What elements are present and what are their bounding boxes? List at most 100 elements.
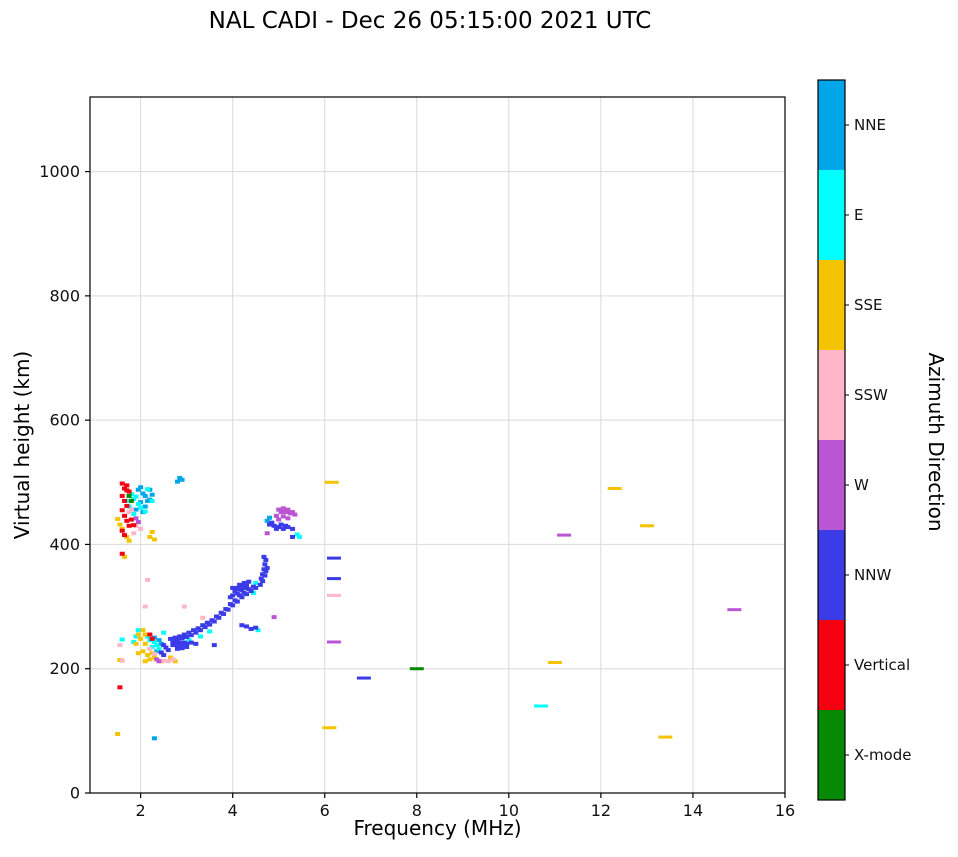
scatter-dash-SSE bbox=[658, 735, 673, 739]
scatter-point-NNW bbox=[267, 522, 273, 527]
scatter-point-SSW bbox=[126, 510, 132, 515]
colorbar-tick-label: SSE bbox=[854, 296, 883, 314]
x-axis-label: Frequency (MHz) bbox=[353, 816, 522, 840]
scatter-dash-E bbox=[534, 704, 549, 708]
scatter-point-NNW bbox=[161, 643, 167, 648]
scatter-point-NNW bbox=[263, 569, 269, 574]
scatter-point-SSE bbox=[142, 632, 148, 637]
scatter-point-SSE bbox=[149, 530, 155, 534]
scatter-point-SSE bbox=[142, 641, 148, 646]
axes-frame bbox=[89, 96, 786, 794]
colorbar-frame bbox=[817, 79, 846, 801]
scatter-point-NNW bbox=[161, 653, 167, 658]
scatter-point-NNW bbox=[174, 638, 180, 643]
scatter-point-SSE bbox=[135, 632, 141, 637]
scatter-point-V bbox=[122, 533, 128, 538]
scatter-point-V bbox=[126, 489, 132, 494]
scatter-point-V bbox=[124, 518, 130, 523]
scatter-point-NNW bbox=[261, 554, 267, 559]
scatter-point-E bbox=[154, 643, 160, 648]
scatter-dash-SSE bbox=[322, 726, 337, 730]
y-tick-label: 1000 bbox=[39, 162, 80, 181]
y-tick-label: 800 bbox=[49, 286, 80, 305]
x-tick-label: 16 bbox=[775, 801, 795, 820]
scatter-point-W bbox=[133, 516, 139, 521]
scatter-point-SSE bbox=[147, 534, 153, 539]
scatter-point-NNW bbox=[264, 566, 270, 571]
scatter-point-SSE bbox=[135, 651, 141, 656]
scatter-point-NNW bbox=[260, 579, 266, 584]
scatter-point-V bbox=[128, 517, 134, 522]
scatter-point-SSE bbox=[115, 731, 121, 736]
scatter-point-SSE bbox=[140, 649, 146, 654]
scatter-point-NNW bbox=[258, 576, 264, 581]
scatter-point-W bbox=[273, 513, 279, 518]
scatter-point-NNE bbox=[133, 507, 139, 512]
scatter-point-W bbox=[280, 514, 286, 519]
scatter-point-E bbox=[156, 646, 162, 651]
y-axis-label: Virtual height (km) bbox=[10, 350, 34, 540]
scatter-point-NNW bbox=[174, 646, 180, 651]
scatter-point-NNE bbox=[142, 504, 148, 509]
scatter-point-E bbox=[135, 628, 141, 633]
scatter-point-SSW bbox=[151, 651, 157, 656]
x-tick-label: 12 bbox=[591, 801, 611, 820]
scatter-point-NNW bbox=[239, 623, 245, 628]
x-tick-label: 6 bbox=[320, 801, 330, 820]
scatter-point-E bbox=[296, 534, 302, 539]
colorbar-segment-NNW bbox=[818, 530, 845, 620]
scatter-point-SSE bbox=[145, 653, 151, 658]
scatter-point-NNE bbox=[267, 515, 273, 520]
scatter-point-SSW bbox=[147, 646, 153, 651]
y-tick-label: 0 bbox=[70, 784, 80, 803]
scatter-point-SSW bbox=[138, 526, 144, 531]
scatter-point-W bbox=[285, 516, 291, 521]
scatter-point-NNW bbox=[278, 522, 284, 527]
scatter-point-V bbox=[119, 528, 125, 533]
y-tick-label: 400 bbox=[49, 535, 80, 554]
scatter-point-NNW bbox=[158, 650, 164, 655]
scatter-point-W bbox=[135, 520, 141, 525]
scatter-point-W bbox=[278, 510, 284, 515]
scatter-point-V bbox=[124, 483, 130, 488]
scatter-point-SSE bbox=[117, 522, 123, 527]
colorbar-tick-label: W bbox=[854, 476, 869, 494]
x-tick-label: 14 bbox=[683, 801, 703, 820]
colorbar-segment-E bbox=[818, 170, 845, 260]
scatter-point-NNW bbox=[184, 644, 190, 649]
scatter-point-SSW bbox=[200, 615, 206, 620]
colorbar-tick-label: NNE bbox=[854, 116, 886, 134]
scatter-point-E bbox=[131, 511, 137, 516]
scatter-point-NNW bbox=[262, 562, 268, 567]
scatter-point-NNW bbox=[253, 585, 259, 590]
scatter-point-E bbox=[255, 628, 261, 633]
scatter-point-NNW bbox=[172, 641, 178, 646]
scatter-point-NNE bbox=[179, 477, 185, 482]
scatter-point-SSW bbox=[142, 604, 148, 609]
scatter-point-NNW bbox=[170, 639, 176, 644]
y-tick-label: 600 bbox=[49, 411, 80, 430]
scatter-dash-SSE bbox=[639, 524, 654, 528]
x-tick-label: 8 bbox=[412, 801, 422, 820]
scatter-point-NNW bbox=[163, 645, 169, 650]
scatter-point-V bbox=[119, 551, 125, 556]
scatter-point-V bbox=[147, 632, 153, 637]
colorbar-title: Azimuth Direction bbox=[924, 352, 948, 532]
scatter-point-E bbox=[149, 498, 155, 503]
scatter-point-V bbox=[131, 523, 137, 528]
scatter-point-SSW bbox=[181, 604, 187, 609]
scatter-dash-NNW bbox=[356, 676, 371, 680]
scatter-point-V bbox=[119, 481, 125, 486]
scatter-point-NNW bbox=[225, 607, 231, 612]
scatter-point-W bbox=[283, 510, 289, 515]
scatter-point-SSE bbox=[140, 628, 146, 633]
scatter-point-NNW bbox=[207, 622, 213, 627]
scatter-point-SSE bbox=[115, 516, 121, 521]
scatter-point-NNW bbox=[211, 643, 217, 648]
scatter-point-NNW bbox=[184, 641, 190, 646]
scatter-point-NNE bbox=[156, 638, 162, 643]
scatter-point-NNW bbox=[165, 648, 171, 653]
scatter-dash-SSE bbox=[607, 487, 622, 490]
colorbar-tick-label: Vertical bbox=[854, 656, 910, 674]
scatter-point-SSW bbox=[165, 659, 171, 664]
